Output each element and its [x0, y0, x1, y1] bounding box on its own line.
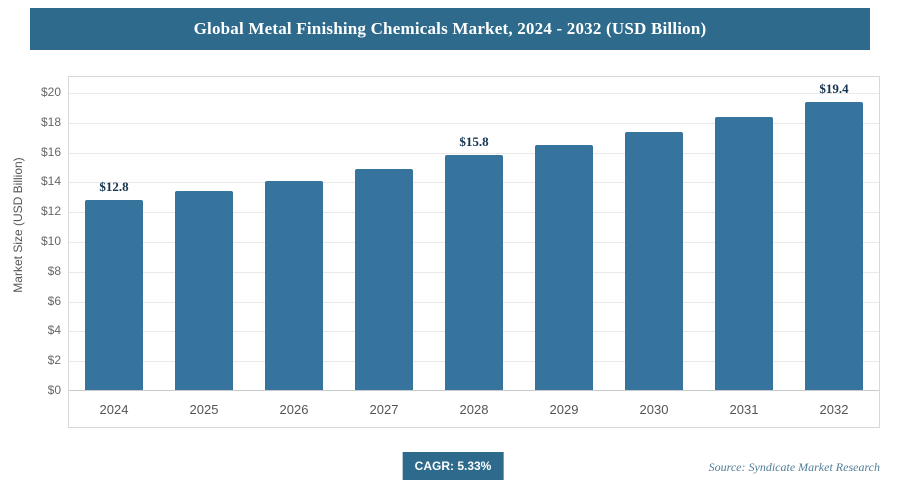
bar — [715, 116, 773, 390]
chart-title: Global Metal Finishing Chemicals Market,… — [193, 19, 707, 38]
gridline — [69, 93, 879, 94]
chart-title-bar: Global Metal Finishing Chemicals Market,… — [30, 8, 870, 50]
bar — [85, 199, 143, 390]
bar-cell: $15.8 — [429, 93, 519, 390]
bar-cell — [609, 93, 699, 390]
bar-cell — [249, 93, 339, 390]
y-tick-label: $12 — [40, 204, 61, 219]
bar — [625, 131, 683, 390]
y-tick-label: $20 — [40, 85, 61, 99]
bar-cell — [159, 93, 249, 390]
bar-value-label: $19.4 — [819, 80, 849, 96]
bar — [445, 155, 503, 390]
cagr-badge: CAGR: 5.33% — [402, 452, 504, 480]
chart-footer: CAGR: 5.33% Source: Syndicate Market Res… — [20, 452, 886, 484]
bars-container: $12.8 $15.8 $19.4 — [69, 81, 879, 391]
plot-area: $12.8 $15.8 $19.4 2024 2025 2026 2027 2028 2029… — [41, 76, 880, 428]
x-tick-label: 2030 — [639, 401, 669, 417]
bar — [535, 144, 593, 390]
x-tick-label: 2026 — [279, 401, 309, 417]
x-axis-labels: 2024 2025 2026 2027 2028 2029 2030 2031 2032 — [69, 391, 879, 427]
bar — [355, 168, 413, 390]
y-tick-label: $2 — [47, 353, 61, 368]
x-tick-label: 2032 — [819, 401, 849, 417]
bar-cell — [519, 93, 609, 390]
bar-cell: $12.8 — [69, 93, 159, 390]
bar-value-label: $15.8 — [459, 134, 489, 150]
bar — [265, 180, 323, 390]
gridline — [69, 152, 879, 154]
y-tick-label: $16 — [40, 144, 61, 159]
bar — [175, 191, 233, 390]
chart: Market Size (USD Billion) $12.8 $15.8 $19.… — [11, 76, 880, 428]
y-tick-label: $18 — [40, 114, 61, 129]
x-tick-label: 2028 — [459, 401, 489, 417]
y-tick-label: $0 — [47, 383, 61, 397]
x-tick-label: 2024 — [99, 401, 129, 417]
x-tick-label: 2029 — [549, 401, 579, 417]
x-tick-label: 2025 — [189, 401, 219, 417]
y-tick-label: $10 — [40, 234, 61, 248]
x-tick-label: 2031 — [729, 401, 759, 417]
x-tick-label: 2027 — [369, 401, 399, 417]
gridline — [69, 122, 879, 124]
bar — [805, 101, 863, 390]
y-tick-label: $14 — [40, 174, 61, 189]
bar-value-label: $12.8 — [99, 178, 129, 194]
bar-cell — [339, 93, 429, 390]
bar-cell: $19.4 — [789, 81, 879, 390]
bar-cell — [699, 93, 789, 390]
source-text: Source: Syndicate Market Research — [708, 460, 880, 474]
y-tick-label: $8 — [47, 263, 61, 278]
y-tick-label: $6 — [47, 293, 61, 308]
y-tick-label: $4 — [47, 323, 61, 338]
